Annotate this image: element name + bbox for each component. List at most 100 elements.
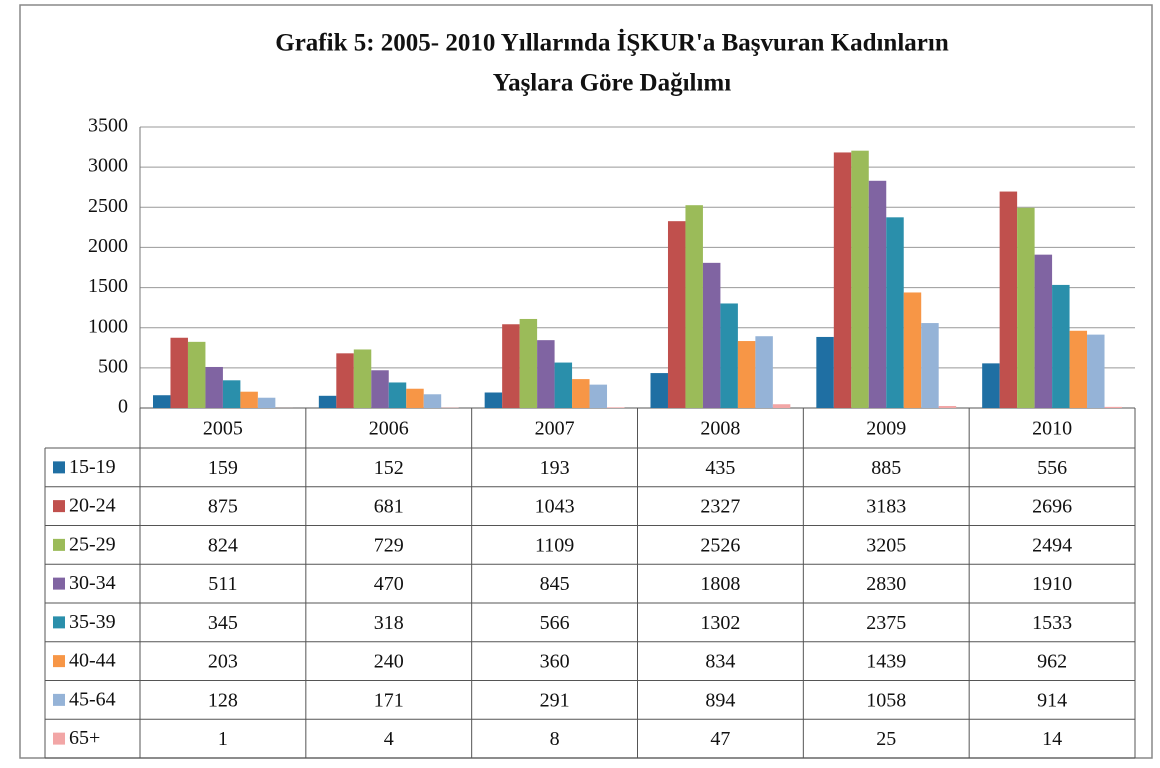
table-value: 152: [374, 457, 404, 479]
bar: [703, 263, 720, 408]
legend-label: 45-64: [69, 688, 116, 710]
legend-label: 40-44: [69, 650, 116, 672]
legend-key: [53, 500, 65, 512]
table-value: 171: [374, 689, 404, 711]
table-value: 345: [208, 612, 238, 634]
legend-label: 30-34: [69, 572, 116, 594]
table-value: 360: [540, 651, 570, 673]
bar: [153, 395, 170, 408]
table-value: 14: [1042, 728, 1062, 750]
bar: [886, 217, 903, 408]
table-value: 1058: [866, 689, 906, 711]
y-tick-label: 0: [118, 396, 128, 418]
table-value: 2494: [1032, 534, 1072, 556]
bar: [668, 221, 685, 408]
bar: [520, 319, 537, 408]
bar: [651, 373, 668, 408]
table-value: 193: [540, 457, 570, 479]
table-value: 914: [1037, 689, 1067, 711]
table-value: 4: [384, 728, 394, 750]
legend-label: 35-39: [69, 611, 116, 633]
bar: [371, 370, 388, 408]
bar: [240, 392, 257, 408]
y-tick-label: 1500: [88, 275, 128, 297]
bar: [205, 367, 222, 408]
bar: [188, 342, 205, 408]
table-value: 8: [550, 728, 560, 750]
table-value: 2696: [1032, 496, 1072, 518]
bar: [258, 398, 275, 408]
table-value: 435: [705, 457, 735, 479]
legend-label: 65+: [69, 727, 100, 749]
bar: [834, 152, 851, 408]
bar: [354, 349, 371, 408]
table-value: 1808: [700, 573, 740, 595]
bar: [223, 380, 240, 408]
table-value: 159: [208, 457, 238, 479]
legend-label: 25-29: [69, 533, 116, 555]
legend-key: [53, 461, 65, 473]
y-tick-label: 3500: [88, 115, 128, 137]
legend-key: [53, 655, 65, 667]
table-value: 824: [208, 534, 238, 556]
bar: [773, 404, 790, 408]
bar: [572, 379, 589, 408]
table-value: 470: [374, 573, 404, 595]
bar: [1087, 335, 1104, 408]
table-value: 875: [208, 496, 238, 518]
y-tick-label: 2500: [88, 195, 128, 217]
legend-key: [53, 694, 65, 706]
table-value: 1910: [1032, 573, 1072, 595]
bar: [424, 394, 441, 408]
table-value: 1043: [535, 496, 575, 518]
bar: [720, 303, 737, 408]
table-value: 962: [1037, 651, 1067, 673]
bar: [485, 393, 502, 408]
table-value: 1533: [1032, 612, 1072, 634]
legend-label: 15-19: [69, 456, 116, 478]
bar: [1052, 285, 1069, 408]
table-value: 894: [705, 689, 735, 711]
bar: [555, 363, 572, 408]
x-tick-label: 2006: [369, 418, 409, 440]
table-value: 2327: [700, 496, 740, 518]
table-value: 556: [1037, 457, 1067, 479]
bar: [537, 340, 554, 408]
table-value: 885: [871, 457, 901, 479]
chart-title: Grafik 5: 2005- 2010 Yıllarında İŞKUR'a …: [275, 29, 949, 57]
bar: [319, 396, 336, 408]
bar: [1000, 192, 1017, 408]
table-value: 25: [876, 728, 896, 750]
table-value: 834: [705, 651, 735, 673]
y-tick-label: 1000: [88, 315, 128, 337]
table-value: 128: [208, 689, 238, 711]
table-value: 47: [710, 728, 730, 750]
table-value: 681: [374, 496, 404, 518]
x-tick-label: 2008: [700, 418, 740, 440]
bar: [816, 337, 833, 408]
x-tick-label: 2010: [1032, 418, 1072, 440]
table-value: 203: [208, 651, 238, 673]
bar: [869, 181, 886, 408]
table-value: 511: [208, 573, 237, 595]
table-value: 845: [540, 573, 570, 595]
table-value: 1439: [866, 651, 906, 673]
bar: [1070, 331, 1087, 408]
bar: [406, 389, 423, 408]
bar: [755, 336, 772, 408]
bar: [389, 382, 406, 408]
y-tick-label: 3000: [88, 155, 128, 177]
table-value: 1109: [535, 534, 574, 556]
bar: [921, 323, 938, 408]
y-tick-label: 500: [98, 355, 128, 377]
bar: [170, 338, 187, 408]
table-value: 2830: [866, 573, 906, 595]
bar: [336, 353, 353, 408]
x-tick-label: 2007: [535, 418, 575, 440]
chart-subtitle: Yaşlara Göre Dağılımı: [493, 70, 731, 97]
table-value: 318: [374, 612, 404, 634]
bar: [590, 385, 607, 408]
bar: [904, 292, 921, 408]
